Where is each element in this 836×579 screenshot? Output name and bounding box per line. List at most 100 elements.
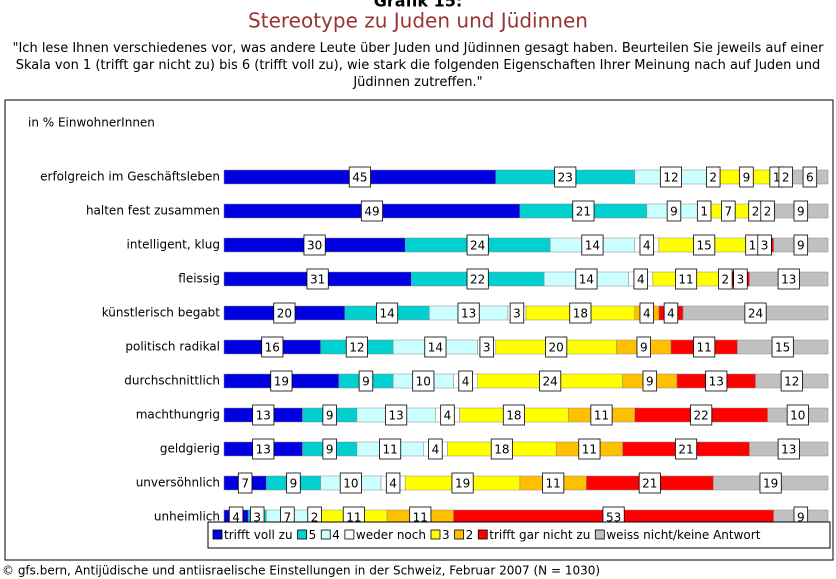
value-label: 9	[290, 477, 298, 491]
value-label-box	[759, 472, 782, 494]
legend-label: 3	[442, 528, 450, 542]
value-label: 15	[697, 239, 712, 253]
value-label-box	[696, 200, 712, 222]
value-label-box	[777, 268, 800, 290]
value-label-box	[457, 302, 480, 324]
value-label: 2	[721, 273, 729, 287]
y-tick-label: geldgierig	[160, 442, 220, 456]
y-tick-label: unversöhnlich	[136, 476, 220, 490]
value-label: 16	[265, 341, 280, 355]
source: © gfs.bern, Antijüdische und antiisraeli…	[2, 564, 600, 578]
value-label: 3	[513, 307, 521, 321]
value-label: 7	[284, 511, 292, 525]
value-label-box	[490, 438, 513, 460]
value-label: 11	[594, 409, 609, 423]
y-tick-label: durchschnittlich	[124, 374, 220, 388]
value-label: 10	[343, 477, 358, 491]
value-label-box	[322, 404, 337, 426]
legend-label: weder noch	[356, 528, 426, 542]
value-label: 19	[455, 477, 470, 491]
value-label: 22	[470, 273, 485, 287]
value-label: 9	[743, 171, 751, 185]
y-tick-label: politisch radikal	[125, 340, 220, 354]
value-label: 11	[697, 341, 712, 355]
value-label-box	[590, 404, 613, 426]
legend-swatch	[454, 529, 465, 540]
value-label: 20	[277, 307, 292, 321]
y-tick-label: intelligent, klug	[127, 238, 220, 252]
value-label-box	[466, 268, 489, 290]
value-label-box	[545, 336, 568, 358]
value-label: 49	[364, 205, 379, 219]
value-label: 13	[388, 409, 403, 423]
value-label: 7	[725, 205, 733, 219]
value-label: 4	[389, 477, 397, 491]
value-label-box	[509, 302, 525, 324]
value-label: 15	[775, 341, 790, 355]
value-label-box	[578, 438, 601, 460]
value-label: 6	[806, 171, 814, 185]
value-label-box	[237, 472, 253, 494]
value-label-box	[778, 166, 793, 188]
value-label: 23	[558, 171, 573, 185]
legend-swatch	[594, 529, 605, 540]
value-label: 10	[790, 409, 805, 423]
legend-swatch	[297, 529, 307, 540]
value-label-box	[306, 268, 329, 290]
value-label: 3	[761, 239, 769, 253]
value-label-box	[379, 438, 402, 460]
value-label-box	[569, 302, 592, 324]
value-label: 24	[470, 239, 485, 253]
value-label-box	[451, 472, 474, 494]
y-tick-label: unheimlich	[154, 510, 220, 524]
value-label: 2	[764, 205, 772, 219]
value-label-box	[659, 166, 683, 188]
value-label-box	[502, 404, 525, 426]
value-label-box	[639, 302, 655, 324]
value-label-box	[636, 336, 652, 358]
value-label: 1	[700, 205, 708, 219]
chart-title: Stereotype zu Juden und Jüdinnen	[248, 9, 588, 33]
unit-label: in % EinwohnerInnen	[28, 116, 155, 130]
value-label-box	[261, 336, 284, 358]
value-label: 14	[585, 239, 600, 253]
value-label: 18	[506, 409, 521, 423]
value-label: 21	[642, 477, 657, 491]
value-label: 53	[606, 511, 621, 525]
value-label: 9	[797, 205, 805, 219]
value-label-box	[303, 234, 326, 256]
value-label-box	[675, 268, 698, 290]
value-label: 21	[576, 205, 591, 219]
value-label: 3	[253, 511, 261, 525]
subtitle: "Ich lese Ihnen verschiedenes vor, was a…	[12, 41, 824, 90]
value-label-box	[757, 234, 772, 256]
value-label-box	[376, 302, 399, 324]
legend-swatch	[477, 529, 488, 540]
value-label-box	[424, 336, 447, 358]
value-label: 2	[311, 511, 319, 525]
value-label: 4	[232, 511, 240, 525]
value-label: 24	[543, 375, 558, 389]
value-label: 9	[640, 341, 648, 355]
value-label-box	[733, 268, 748, 290]
legend-label: weiss nicht/keine Antwort	[606, 528, 760, 542]
value-label-box	[793, 234, 809, 256]
value-label: 9	[670, 205, 678, 219]
value-label: 3	[483, 341, 491, 355]
value-label: 22	[694, 409, 709, 423]
value-label-box	[542, 472, 565, 494]
legend-swatch	[212, 529, 223, 540]
value-label-box	[666, 200, 682, 222]
value-label-box	[690, 404, 713, 426]
value-label: 13	[781, 273, 796, 287]
value-label-box	[793, 200, 809, 222]
value-label: 11	[382, 443, 397, 457]
value-label: 45	[352, 171, 367, 185]
value-label-box	[554, 166, 577, 188]
value-label: 11	[678, 273, 693, 287]
value-label: 24	[748, 307, 763, 321]
value-label-box	[802, 166, 818, 188]
value-label-box	[675, 438, 698, 460]
legend-swatch	[344, 529, 355, 540]
